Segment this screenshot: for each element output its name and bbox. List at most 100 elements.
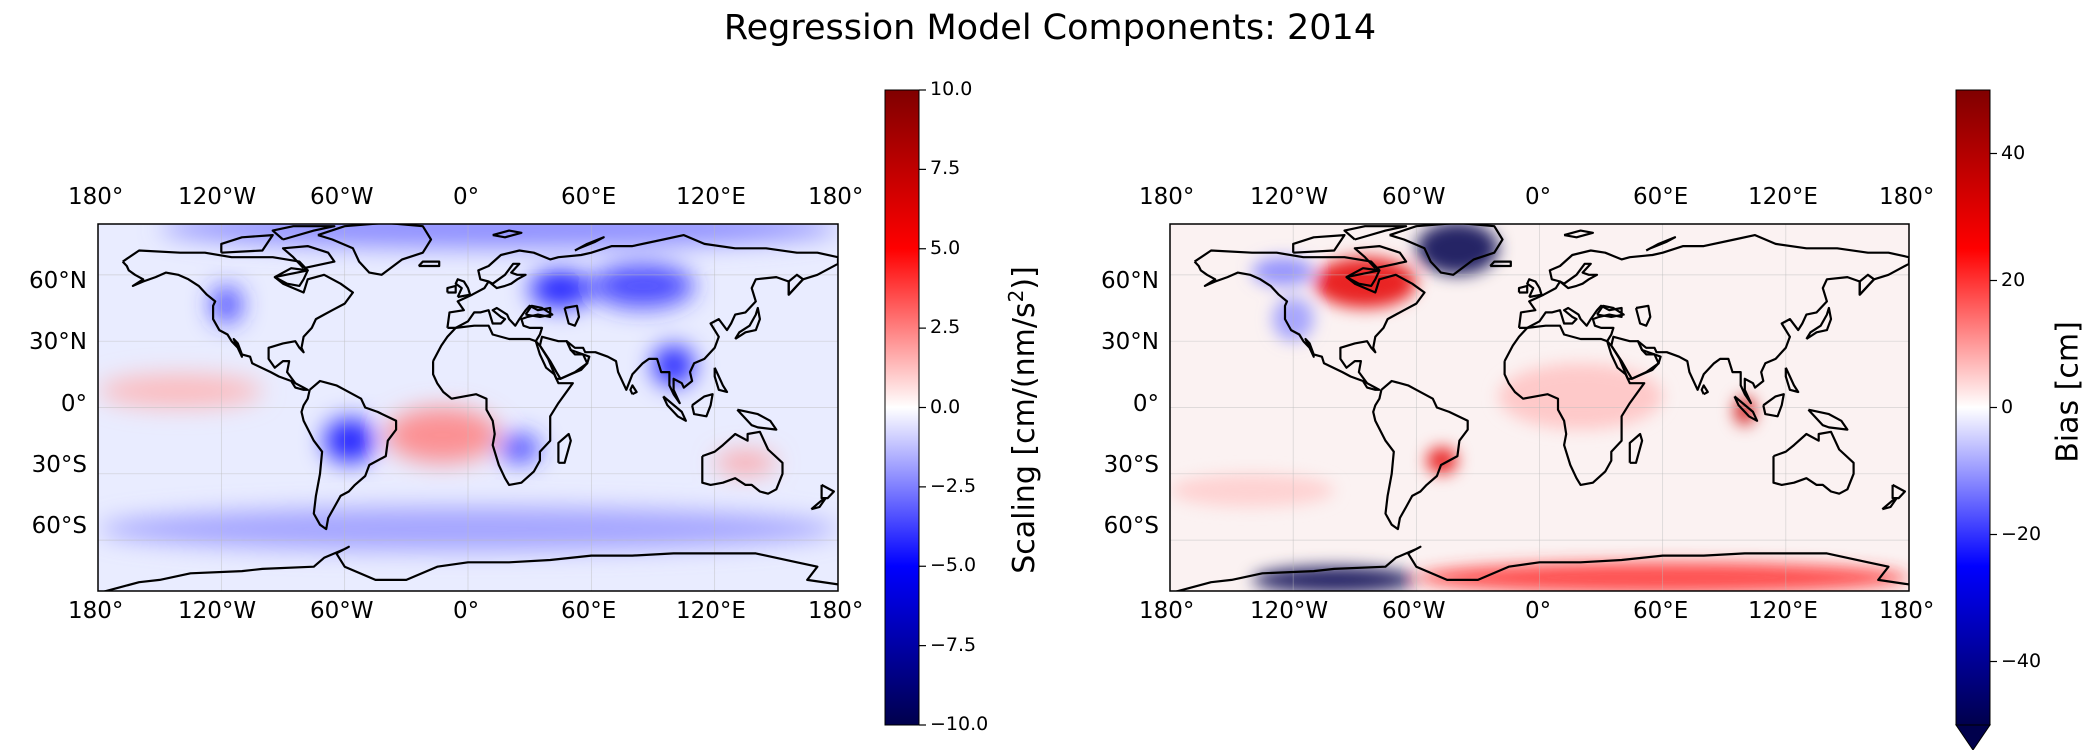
coastline: [1173, 545, 1909, 591]
colorbar-tick-label: 20: [2001, 268, 2026, 291]
bias-coastlines: [1173, 224, 1909, 591]
scaling-map-frame: [97, 223, 839, 592]
coastline: [1610, 335, 1662, 380]
coastline: [1596, 304, 1625, 318]
coastline: [271, 225, 336, 241]
bias-gridlines: [1170, 224, 1909, 591]
heatmap-region: [498, 434, 540, 463]
colorbar-tick-label: 5.0: [930, 236, 961, 259]
lat-label: 60°S: [31, 513, 87, 539]
lon-label: 180°: [1879, 184, 1935, 210]
coastline: [432, 324, 574, 486]
coastline: [1634, 304, 1652, 327]
lat-label: 60°N: [1101, 268, 1159, 294]
heatmap-region: [324, 418, 376, 463]
coastline: [1353, 245, 1408, 270]
lon-label: 60°W: [1382, 184, 1446, 210]
lon-label: 120°W: [178, 184, 257, 210]
coastline: [701, 430, 784, 495]
scaling-map: [97, 223, 839, 592]
coastline: [1292, 234, 1346, 254]
lon-label: 180°: [68, 598, 124, 624]
coastline: [629, 384, 638, 396]
coastline: [1881, 497, 1898, 511]
figure-title: Regression Model Components: 2014: [723, 8, 1377, 48]
lon-label: 180°: [1879, 598, 1935, 624]
colorbar-tick-label: 10.0: [930, 78, 973, 100]
lat-label: 60°N: [29, 268, 87, 294]
lon-label: 60°E: [561, 598, 617, 624]
lon-label: 0°: [453, 184, 480, 210]
coastline: [787, 273, 805, 296]
coastline: [1805, 306, 1833, 340]
coastline: [101, 545, 838, 591]
lon-label: 180°: [808, 184, 864, 210]
lon-label: 60°E: [1633, 598, 1689, 624]
coastline: [220, 234, 274, 254]
lon-label: 120°E: [1748, 184, 1818, 210]
coastline: [820, 483, 835, 500]
lat-label: 60°S: [1103, 513, 1159, 539]
coastline: [274, 267, 309, 287]
lon-label: 60°W: [1382, 598, 1446, 624]
lon-label: 180°: [808, 598, 864, 624]
bias-colorbar: [1955, 89, 1997, 750]
lon-label: 0°: [453, 598, 480, 624]
lon-label: 120°E: [676, 184, 746, 210]
coastline: [734, 306, 761, 340]
colorbar-tick-label: −40: [2001, 649, 2042, 672]
heatmap-region: [529, 270, 592, 309]
coastline: [557, 432, 572, 464]
scaling-colorbar: [884, 89, 926, 726]
heatmap-region: [1426, 447, 1458, 474]
lat-label: 30°N: [29, 329, 87, 355]
lon-label: 120°W: [1250, 598, 1329, 624]
colorbar-tick-label: 7.5: [930, 157, 961, 180]
coastline: [1345, 267, 1381, 287]
coastline: [691, 393, 714, 418]
heatmap-region: [1416, 224, 1499, 275]
coastline: [1517, 284, 1529, 294]
coastline: [1343, 225, 1408, 241]
coastline: [563, 304, 581, 327]
lon-label: 60°E: [561, 184, 617, 210]
coastline: [1733, 395, 1759, 422]
coastline: [1389, 224, 1504, 276]
coastline: [524, 304, 554, 318]
colorbar-tick-label: 0.0: [930, 395, 961, 418]
coastline: [1193, 249, 1426, 391]
colorbar-tick-label: 2.5: [930, 316, 961, 339]
coastline: [1858, 273, 1876, 296]
coastline: [538, 335, 591, 380]
colorbar-tick-label: −2.5: [930, 474, 977, 497]
bias-colorbar-label: Bias [cm]: [2050, 321, 2086, 463]
heatmap-region: [1170, 473, 1335, 507]
lon-label: 60°E: [1633, 184, 1689, 210]
lon-label: 180°: [68, 184, 124, 210]
coastline: [317, 224, 433, 276]
colorbar-tick-label: 0: [2001, 395, 2014, 418]
coastline: [1372, 379, 1469, 531]
coastline: [1762, 393, 1785, 418]
lon-label: 0°: [1525, 184, 1552, 210]
coastline: [454, 278, 472, 299]
lon-label: 60°W: [310, 184, 374, 210]
coastline: [281, 245, 336, 270]
lon-label: 60°W: [310, 598, 374, 624]
coastline: [1628, 432, 1644, 464]
heatmap-region: [211, 285, 242, 324]
coastline: [574, 236, 605, 252]
coastline: [446, 234, 838, 405]
heatmap-region: [159, 224, 838, 249]
coastline: [1807, 408, 1849, 431]
coastline: [417, 260, 441, 268]
lon-label: 120°W: [1250, 184, 1329, 210]
colorbar-extend-arrow: [1955, 724, 1991, 750]
heatmap-region: [1252, 566, 1417, 591]
lon-label: 180°: [1139, 598, 1195, 624]
coastline: [300, 379, 398, 531]
bias-map: [1169, 223, 1910, 592]
heatmap-region: [385, 407, 499, 463]
coastline: [713, 367, 729, 394]
